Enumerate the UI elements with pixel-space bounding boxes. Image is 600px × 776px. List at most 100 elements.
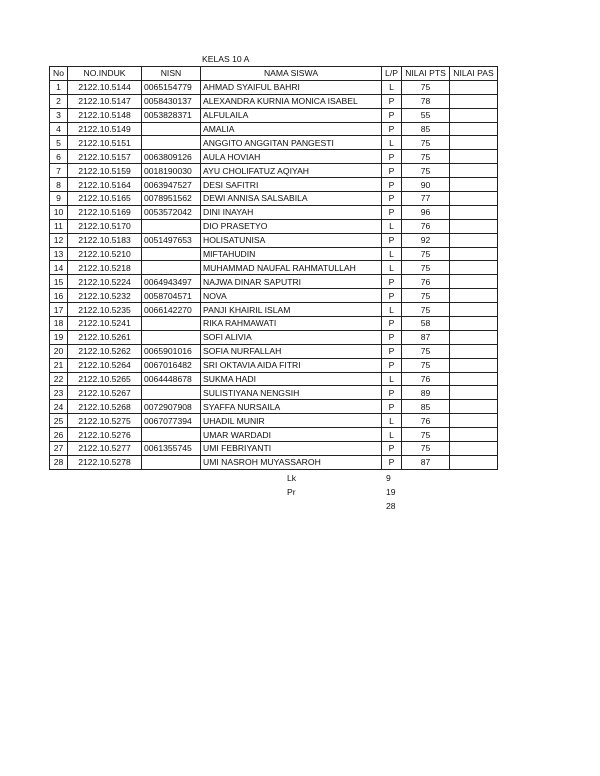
table-row: 28 2122.10.5278 UMI NASROH MUYASSAROH P 87 [49,454,498,470]
cell-lp: P [381,232,402,248]
cell-nilai-pts: 87 [401,454,450,470]
lk-label: Lk [287,473,297,483]
cell-no: 28 [49,454,68,470]
cell-lp: P [381,454,402,470]
cell-no: 22 [49,371,68,387]
table-row: 1 2122.10.5144 0065154779 AHMAD SYAIFUL BAH… [49,79,498,95]
cell-nisn: 0066142270 [141,302,201,318]
cell-nisn: 0072907908 [141,399,201,415]
cell-lp: P [381,399,402,415]
cell-nisn [141,218,201,234]
table-row: 17 2122.10.5235 0066142270 PANJI KHAIRIL IS… [49,302,498,318]
cell-nilai-pts: 75 [401,357,450,373]
table-row: 13 2122.10.5210 MIFTAHUDIN L 75 [49,246,498,262]
cell-nilai-pts: 75 [401,260,450,276]
cell-nisn: 0078951562 [141,191,201,206]
cell-nilai-pts: 75 [401,288,450,304]
table-row: 11 2122.10.5170 DIO PRASETYO L 76 [49,218,498,234]
cell-no-induk: 2122.10.5218 [67,260,142,276]
cell-lp: L [381,135,402,151]
cell-no: 16 [49,288,68,304]
cell-no: 14 [49,260,68,276]
cell-no: 11 [49,218,68,234]
table-row: 23 2122.10.5267 SULISTIYANA NENGSIH P 89 [49,385,498,401]
cell-no: 18 [49,316,68,331]
cell-no: 10 [49,204,68,220]
cell-lp: P [381,357,402,373]
cell-lp: L [381,302,402,318]
cell-lp: L [381,371,402,387]
cell-nisn: 0018190030 [141,163,201,179]
header-nilai-pts: NILAI PTS [401,66,450,81]
lk-value: 9 [386,473,391,483]
cell-lp: P [381,343,402,359]
table-row: 19 2122.10.5261 SOFI ALIVIA P 87 [49,329,498,345]
cell-nama: AULA HOVIAH [200,149,382,165]
cell-nilai-pas [449,246,498,262]
cell-nama: AHMAD SYAIFUL BAHRI [200,79,382,95]
total-value: 28 [386,501,396,511]
cell-nilai-pts: 75 [401,135,450,151]
cell-no-induk: 2122.10.5265 [67,371,142,387]
cell-nisn: 0053572042 [141,204,201,220]
cell-no-induk: 2122.10.5148 [67,107,142,123]
cell-no: 4 [49,121,68,137]
table-row: 22 2122.10.5265 0064448678 SUKMA HADI L 76 [49,371,498,387]
cell-no-induk: 2122.10.5277 [67,441,142,456]
cell-nama: PANJI KHAIRIL ISLAM [200,302,382,318]
cell-nisn: 0064448678 [141,371,201,387]
cell-nilai-pts: 76 [401,274,450,290]
table-row: 18 2122.10.5241 RIKA RAHMAWATI P 58 [49,316,498,331]
cell-lp: P [381,149,402,165]
cell-nama: DEWI ANNISA SALSABILA [200,191,382,206]
cell-nilai-pas [449,204,498,220]
cell-no-induk: 2122.10.5210 [67,246,142,262]
cell-nama: AYU CHOLIFATUZ AQIYAH [200,163,382,179]
table-row: 6 2122.10.5157 0063809126 AULA HOVIAH P 75 [49,149,498,165]
cell-nilai-pts: 76 [401,371,450,387]
cell-nisn: 0065154779 [141,79,201,95]
cell-nisn [141,329,201,345]
cell-nama: UMAR WARDADI [200,427,382,443]
cell-nilai-pas [449,454,498,470]
cell-no: 23 [49,385,68,401]
cell-nilai-pts: 77 [401,191,450,206]
cell-nilai-pts: 75 [401,343,450,359]
header-nisn: NISN [141,66,201,81]
cell-no-induk: 2122.10.5183 [67,232,142,248]
cell-nisn: 0067077394 [141,413,201,429]
cell-nilai-pts: 75 [401,427,450,443]
cell-nisn [141,135,201,151]
cell-nilai-pts: 75 [401,149,450,165]
cell-nama: NAJWA DINAR SAPUTRI [200,274,382,290]
cell-nilai-pas [449,274,498,290]
cell-nilai-pas [449,427,498,443]
cell-lp: P [381,316,402,331]
cell-nilai-pas [449,163,498,179]
table-row: 25 2122.10.5275 0067077394 UHADIL MUNIR L 76 [49,413,498,429]
cell-nisn: 0061355745 [141,441,201,456]
cell-nilai-pas [449,107,498,123]
cell-nilai-pts: 75 [401,246,450,262]
cell-nisn: 0065901016 [141,343,201,359]
cell-nama: SYAFFA NURSAILA [200,399,382,415]
cell-lp: P [381,177,402,193]
cell-no-induk: 2122.10.5232 [67,288,142,304]
cell-no-induk: 2122.10.5170 [67,218,142,234]
header-lp: L/P [381,66,402,81]
cell-nilai-pts: 92 [401,232,450,248]
cell-no: 1 [49,79,68,95]
header-no-induk: NO.INDUK [67,66,142,81]
cell-no: 8 [49,177,68,193]
cell-nisn [141,385,201,401]
cell-no-induk: 2122.10.5169 [67,204,142,220]
cell-no-induk: 2122.10.5267 [67,385,142,401]
cell-nilai-pas [449,79,498,95]
cell-nilai-pas [449,329,498,345]
cell-no: 19 [49,329,68,345]
cell-no-induk: 2122.10.5268 [67,399,142,415]
cell-lp: L [381,79,402,95]
cell-lp: L [381,427,402,443]
cell-no: 7 [49,163,68,179]
cell-no-induk: 2122.10.5262 [67,343,142,359]
